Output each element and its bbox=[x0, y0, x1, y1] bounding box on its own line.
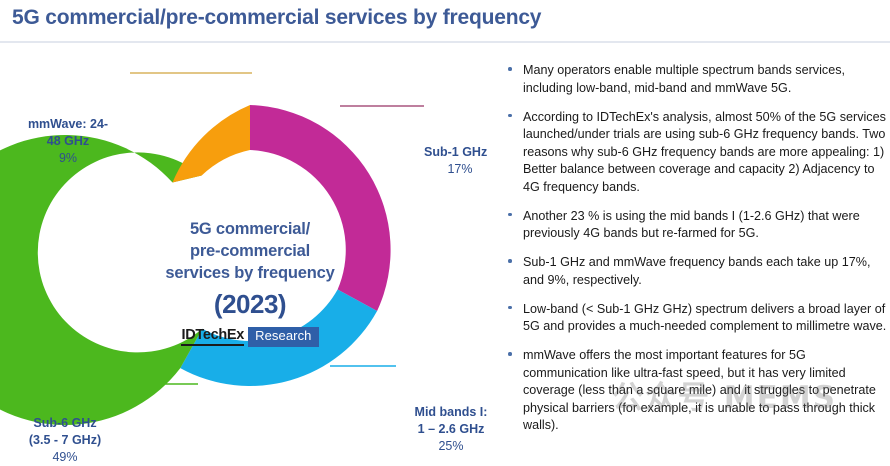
slice-mmwave[interactable] bbox=[172, 105, 251, 183]
list-item: Sub-1 GHz and mmWave frequency bands eac… bbox=[505, 254, 887, 289]
callout-mmwave-percent: 9% bbox=[58, 150, 78, 165]
callout-sub-6-ghz-line2: (3.5 - 7 GHz) bbox=[28, 432, 102, 447]
slice-sub-6-ghz[interactable] bbox=[0, 134, 203, 425]
callout-mid-bands-i-line1: Mid bands I: bbox=[414, 405, 488, 419]
page-title: 5G commercial/pre-commercial services by… bbox=[12, 6, 542, 29]
bullet-list: Many operators enable multiple spectrum … bbox=[505, 62, 887, 446]
bullet-dot-icon bbox=[508, 259, 512, 263]
bullet-text: According to IDTechEx's analysis, almost… bbox=[523, 109, 886, 194]
bullet-dot-icon bbox=[508, 352, 512, 356]
bullet-text: Another 23 % is using the mid bands I (1… bbox=[523, 208, 860, 241]
list-item: Many operators enable multiple spectrum … bbox=[505, 62, 887, 97]
callout-sub-1-ghz-line1: Sub-1 GHz bbox=[424, 145, 488, 159]
title-bar: 5G commercial/pre-commercial services by… bbox=[0, 0, 890, 43]
bullet-dot-icon bbox=[508, 113, 512, 117]
bullet-text: mmWave offers the most important feature… bbox=[523, 348, 876, 432]
list-item: Low-band (< Sub-1 GHz GHz) spectrum deli… bbox=[505, 301, 887, 336]
callout-mmwave-line1: mmWave: 24- bbox=[27, 117, 109, 131]
callout-mid-bands-i: Mid bands I: 1 – 2.6 GHz 25% bbox=[392, 404, 510, 455]
callout-mid-bands-i-percent: 25% bbox=[438, 438, 464, 453]
bullet-dot-icon bbox=[508, 305, 512, 309]
bullet-text: Low-band (< Sub-1 GHz GHz) spectrum deli… bbox=[523, 301, 887, 334]
callout-mmwave: mmWave: 24- 48 GHz 9% bbox=[8, 116, 128, 167]
list-item: According to IDTechEx's analysis, almost… bbox=[505, 109, 887, 197]
bullet-text: Sub-1 GHz and mmWave frequency bands eac… bbox=[523, 255, 871, 287]
slice-sub-1-ghz[interactable] bbox=[250, 105, 391, 311]
callout-sub-1-ghz-percent: 17% bbox=[447, 161, 473, 176]
title-divider bbox=[0, 41, 890, 43]
callout-sub-6-ghz: Sub-6 GHz (3.5 - 7 GHz) 49% bbox=[0, 415, 130, 466]
list-item: Another 23 % is using the mid bands I (1… bbox=[505, 208, 887, 243]
donut-chart bbox=[0, 72, 424, 425]
callout-sub-1-ghz: Sub-1 GHz 17% bbox=[424, 144, 534, 178]
donut-chart-panel: 5G commercial/ pre-commercial services b… bbox=[0, 44, 500, 464]
callout-mid-bands-i-line2: 1 – 2.6 GHz bbox=[417, 421, 485, 436]
callout-sub-6-ghz-line1: Sub-6 GHz bbox=[33, 416, 97, 430]
bullet-dot-icon bbox=[508, 67, 512, 71]
list-item: mmWave offers the most important feature… bbox=[505, 347, 887, 435]
bullet-dot-icon bbox=[508, 212, 512, 216]
slice-mid-bands-i[interactable] bbox=[180, 289, 378, 387]
callout-mmwave-line2: 48 GHz bbox=[46, 133, 90, 148]
callout-sub-6-ghz-percent: 49% bbox=[52, 449, 78, 464]
bullet-text: Many operators enable multiple spectrum … bbox=[523, 63, 845, 95]
